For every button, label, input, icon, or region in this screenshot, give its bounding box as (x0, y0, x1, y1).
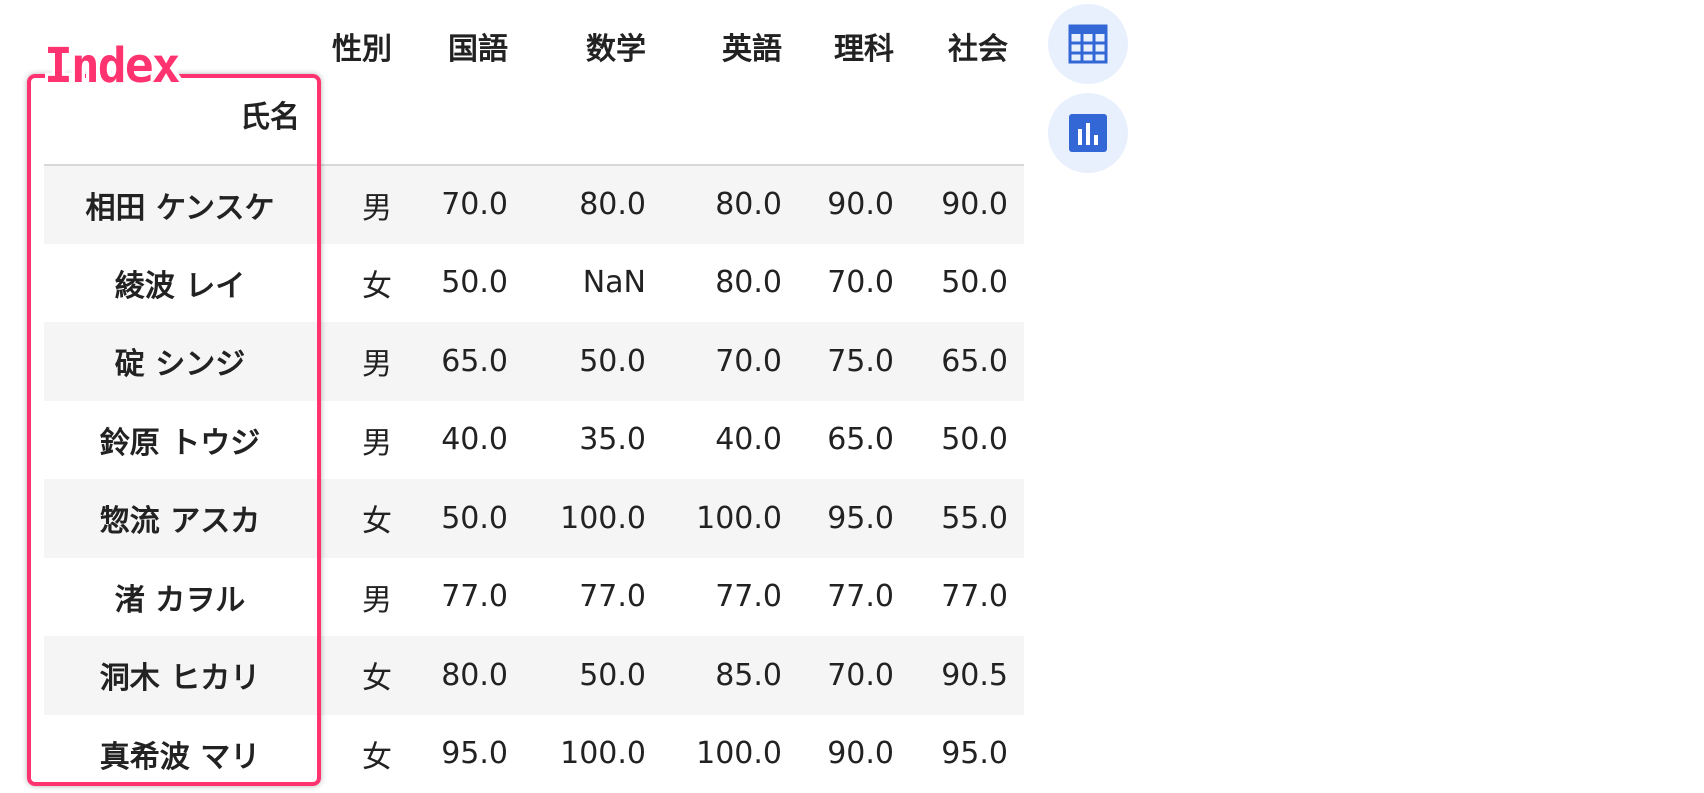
table-cell: 男 (316, 165, 408, 244)
table-cell: 80.0 (524, 165, 662, 244)
table-cell: 女 (316, 636, 408, 715)
table-cell: 77.0 (662, 558, 798, 637)
table-cell: 50.0 (524, 322, 662, 401)
table-cell: 女 (316, 479, 408, 558)
table-cell: 50.0 (524, 636, 662, 715)
table-cell: 65.0 (798, 401, 910, 480)
table-cell: 77.0 (798, 558, 910, 637)
column-header: 社会 (910, 0, 1024, 92)
column-header-row: 性別 国語 数学 英語 理科 社会 (44, 0, 1024, 92)
column-header: 数学 (524, 0, 662, 92)
table-cell: 50.0 (408, 244, 524, 323)
table-icon (1067, 23, 1109, 65)
table-cell: 男 (316, 401, 408, 480)
table-cell: 65.0 (910, 322, 1024, 401)
table-cell: 80.0 (408, 636, 524, 715)
table-cell: 77.0 (910, 558, 1024, 637)
table-cell: 90.0 (798, 715, 910, 793)
table-cell: 77.0 (524, 558, 662, 637)
index-name-header: 氏名 (44, 92, 316, 165)
table-cell: 75.0 (798, 322, 910, 401)
table-cell: 65.0 (408, 322, 524, 401)
table-cell: 70.0 (662, 322, 798, 401)
table-cell: 50.0 (910, 401, 1024, 480)
table-cell: 100.0 (524, 479, 662, 558)
table-cell: 70.0 (408, 165, 524, 244)
table-cell: 50.0 (910, 244, 1024, 323)
table-cell: 77.0 (408, 558, 524, 637)
row-index-label: 渚 カヲル (44, 558, 316, 637)
column-header: 国語 (408, 0, 524, 92)
table-cell: 男 (316, 322, 408, 401)
table-cell: 80.0 (662, 244, 798, 323)
row-index-label: 鈴原 トウジ (44, 401, 316, 480)
column-header: 性別 (316, 0, 408, 92)
table-cell: 85.0 (662, 636, 798, 715)
row-index-label: 碇 シンジ (44, 322, 316, 401)
bar-chart-icon (1067, 112, 1109, 154)
table-cell: 95.0 (408, 715, 524, 793)
table-cell: 90.0 (910, 165, 1024, 244)
table-cell: 90.0 (798, 165, 910, 244)
table-cell: 50.0 (408, 479, 524, 558)
table-cell: 55.0 (910, 479, 1024, 558)
row-index-label: 真希波 マリ (44, 715, 316, 793)
table-cell: 95.0 (798, 479, 910, 558)
table-cell: 70.0 (798, 244, 910, 323)
row-index-label: 綾波 レイ (44, 244, 316, 323)
table-cell: 40.0 (662, 401, 798, 480)
table-cell: 女 (316, 715, 408, 793)
table-cell: NaN (524, 244, 662, 323)
row-index-label: 洞木 ヒカリ (44, 636, 316, 715)
index-annotation-label: Index (44, 38, 179, 94)
table-cell: 100.0 (524, 715, 662, 793)
row-index-label: 相田 ケンスケ (44, 165, 316, 244)
table-cell: 70.0 (798, 636, 910, 715)
index-name-row: 氏名 (44, 92, 1024, 165)
table-cell: 90.5 (910, 636, 1024, 715)
table-cell: 80.0 (662, 165, 798, 244)
table-cell: 95.0 (910, 715, 1024, 793)
chart-view-button[interactable] (1048, 93, 1128, 173)
table-cell: 40.0 (408, 401, 524, 480)
column-header: 理科 (798, 0, 910, 92)
table-view-button[interactable] (1048, 4, 1128, 84)
row-index-label: 惣流 アスカ (44, 479, 316, 558)
table-cell: 100.0 (662, 479, 798, 558)
table-cell: 35.0 (524, 401, 662, 480)
table-cell: 男 (316, 558, 408, 637)
table-cell: 100.0 (662, 715, 798, 793)
column-header: 英語 (662, 0, 798, 92)
table-cell: 女 (316, 244, 408, 323)
